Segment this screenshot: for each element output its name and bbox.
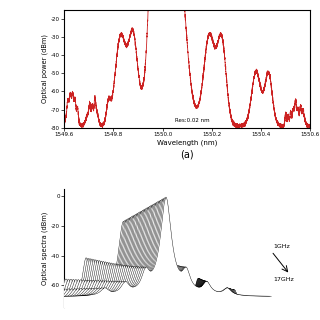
- Text: (a): (a): [180, 149, 194, 159]
- Text: Res:0.02 nm: Res:0.02 nm: [175, 118, 210, 123]
- Y-axis label: Optical spectra (dBm): Optical spectra (dBm): [42, 212, 48, 285]
- Y-axis label: Optical power (dBm): Optical power (dBm): [42, 34, 48, 103]
- X-axis label: Wavelength (nm): Wavelength (nm): [157, 140, 217, 146]
- Text: 17GHz: 17GHz: [273, 277, 294, 282]
- Text: 1GHz: 1GHz: [273, 244, 290, 249]
